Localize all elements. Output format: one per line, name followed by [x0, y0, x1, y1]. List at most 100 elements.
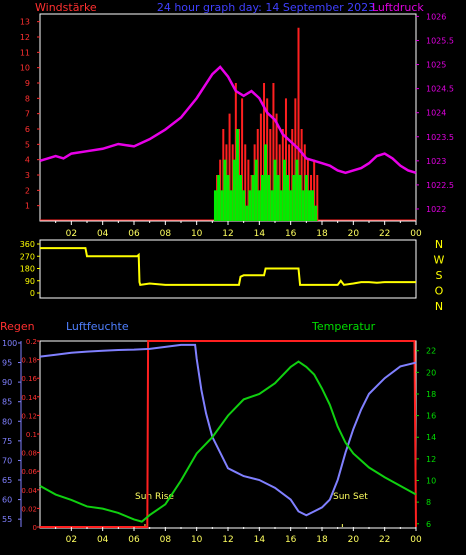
sun-rise-label: Sun Rise	[135, 492, 174, 502]
climate-x-tick-label: 16	[285, 535, 297, 545]
humidity-y-tick-label: 90	[2, 378, 12, 387]
wind-y-tick-label: 1	[25, 202, 30, 211]
direction-y-tick-label: 270	[20, 252, 35, 261]
temperature-y-tick-label: 16	[426, 412, 436, 421]
direction-line	[40, 247, 416, 286]
humidity-y-tick-label: 85	[2, 398, 12, 407]
wind-x-tick-label: 04	[97, 229, 109, 239]
wind-x-tick-label: 10	[191, 229, 203, 239]
wind-x-tick-label: 22	[379, 229, 390, 239]
wind-y-tick-label: 5	[25, 140, 30, 149]
wind-x-tick-label: 02	[66, 229, 77, 239]
rain-y-tick-label: 0.16	[21, 375, 37, 383]
direction-y-tick-label: 360	[20, 240, 35, 249]
climate-x-tick-label: 14	[254, 535, 266, 545]
humidity-y-tick-label: 95	[2, 359, 12, 368]
wind-x-tick-label: 08	[160, 229, 172, 239]
pressure-title: Luftdruck	[372, 1, 424, 14]
wind-x-tick-label: 00	[410, 229, 422, 239]
pressure-y-tick-label: 1026	[426, 12, 446, 21]
rain-label: Regen	[0, 320, 35, 333]
direction-y-tick-label: 180	[20, 265, 35, 274]
wind-y-tick-label: 6	[25, 125, 30, 134]
direction-letter-label: W	[434, 254, 445, 267]
temperature-y-tick-label: 8	[426, 498, 431, 507]
climate-x-tick-label: 02	[66, 535, 77, 545]
wind-plot: 1234567891011121310261025.510251024.5102…	[20, 12, 454, 239]
wind-y-tick-label: 10	[20, 64, 30, 73]
rain-y-tick-label: 0	[33, 524, 37, 532]
rain-y-tick-label: 0.08	[21, 450, 37, 458]
wind-y-tick-label: 11	[20, 48, 30, 57]
humidity-label: Luftfeuchte	[66, 320, 129, 333]
climate-x-tick-label: 08	[160, 535, 172, 545]
wind-y-tick-label: 9	[25, 79, 30, 88]
rain-y-tick-label: 0.04	[21, 487, 37, 495]
climate-x-tick-label: 10	[191, 535, 203, 545]
wind-y-tick-label: 13	[20, 18, 30, 27]
wind-y-tick-label: 7	[25, 110, 30, 119]
rain-y-tick-label: 0.02	[21, 505, 37, 513]
humidity-y-tick-label: 55	[2, 515, 12, 524]
wind-y-tick-label: 2	[25, 186, 30, 195]
climate-x-tick-label: 22	[379, 535, 390, 545]
wind-x-tick-label: 18	[316, 229, 328, 239]
temperature-y-tick-label: 12	[426, 455, 436, 464]
wind-x-tick-label: 06	[128, 229, 140, 239]
direction-letter-label: O	[435, 285, 444, 298]
climate-x-tick-label: 18	[316, 535, 328, 545]
rain-y-tick-label: 0.06	[21, 468, 37, 476]
climate-x-tick-label: 20	[348, 535, 360, 545]
climate-x-tick-label: 00	[410, 535, 422, 545]
sun-set-label: Sun Set	[333, 492, 368, 502]
wind-x-tick-label: 12	[222, 229, 233, 239]
wind-x-tick-label: 16	[285, 229, 297, 239]
wind-x-tick-label: 20	[348, 229, 360, 239]
rain-y-tick-label: 0.2	[26, 338, 37, 346]
humidity-y-tick-label: 80	[2, 417, 12, 426]
direction-letter-label: N	[435, 300, 443, 313]
temperature-y-tick-label: 18	[426, 390, 436, 399]
pressure-y-tick-label: 1022.5	[426, 181, 454, 190]
temperature-label: Temperatur	[311, 320, 376, 333]
temperature-y-tick-label: 20	[426, 368, 436, 377]
wind-x-tick-label: 14	[254, 229, 266, 239]
rain-y-tick-label: 0.14	[21, 394, 37, 402]
wind-y-tick-label: 4	[25, 156, 30, 165]
direction-letter-label: S	[436, 269, 443, 282]
temperature-y-tick-label: 6	[426, 520, 431, 529]
humidity-y-tick-label: 65	[2, 476, 12, 485]
rain-y-tick-label: 0.1	[26, 431, 37, 439]
pressure-y-tick-label: 1023.5	[426, 133, 454, 142]
wind-title: Windstärke	[35, 1, 97, 14]
pressure-y-tick-label: 1022	[426, 205, 446, 214]
climate-plot: 55606570758085909510000.020.040.060.080.…	[2, 338, 436, 545]
pressure-y-tick-label: 1025.5	[426, 36, 454, 45]
wind-y-tick-label: 8	[25, 94, 30, 103]
direction-letter-label: N	[435, 238, 443, 251]
direction-y-tick-label: 90	[25, 277, 35, 286]
temperature-line	[39, 360, 417, 523]
humidity-y-tick-label: 70	[2, 456, 12, 465]
rain-line	[40, 340, 417, 528]
pressure-y-tick-label: 1024	[426, 109, 446, 118]
humidity-y-tick-label: 60	[2, 496, 12, 505]
wind-y-tick-label: 12	[20, 33, 30, 42]
direction-y-tick-label: 0	[30, 289, 35, 298]
wind-y-tick-label: 3	[25, 171, 30, 180]
climate-x-tick-label: 04	[97, 535, 109, 545]
climate-x-tick-label: 12	[222, 535, 233, 545]
pressure-y-tick-label: 1025	[426, 61, 446, 70]
rain-y-tick-label: 0.18	[21, 357, 37, 365]
temperature-y-tick-label: 10	[426, 477, 436, 486]
temperature-y-tick-label: 14	[426, 433, 436, 442]
temperature-y-tick-label: 22	[426, 347, 436, 356]
rain-y-tick-label: 0.12	[21, 412, 37, 420]
graph-title: 24 hour graph day: 14 September 2023	[157, 1, 375, 14]
pressure-y-tick-label: 1023	[426, 157, 446, 166]
humidity-y-tick-label: 75	[2, 437, 12, 446]
